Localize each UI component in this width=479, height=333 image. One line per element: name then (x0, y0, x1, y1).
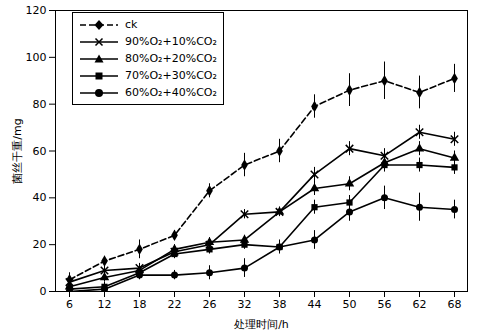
svg-text:50: 50 (343, 298, 357, 311)
svg-text:68: 68 (448, 298, 462, 311)
svg-text:80: 80 (33, 98, 47, 111)
html-text:70%O₂+30%CO₂: 70%O₂+30%CO₂ (125, 69, 217, 82)
html-text:90%O₂+10%CO₂: 90%O₂+10%CO₂ (125, 35, 217, 48)
svg-text:6: 6 (66, 298, 73, 311)
html-text:ck: ck (125, 18, 138, 31)
svg-text:62: 62 (413, 298, 427, 311)
svg-text:32: 32 (238, 298, 252, 311)
svg-text:0: 0 (40, 285, 47, 298)
svg-text:22: 22 (168, 298, 182, 311)
html-text:80%O₂+20%CO₂: 80%O₂+20%CO₂ (125, 52, 217, 65)
svg-text:菌丝干重/mg: 菌丝干重/mg (11, 118, 24, 183)
svg-text:120: 120 (26, 4, 47, 17)
html-text:60%O₂+40%CO₂: 60%O₂+40%CO₂ (125, 86, 217, 99)
svg-text:56: 56 (378, 298, 392, 311)
svg-text:40: 40 (33, 191, 47, 204)
svg-text:26: 26 (203, 298, 217, 311)
svg-text:44: 44 (308, 298, 322, 311)
svg-text:18: 18 (133, 298, 147, 311)
svg-text:38: 38 (273, 298, 287, 311)
svg-text:20: 20 (33, 238, 47, 251)
svg-text:12: 12 (98, 298, 112, 311)
svg-text:60: 60 (33, 145, 47, 158)
svg-text:100: 100 (26, 51, 47, 64)
svg-text:处理时间/h: 处理时间/h (234, 318, 289, 331)
